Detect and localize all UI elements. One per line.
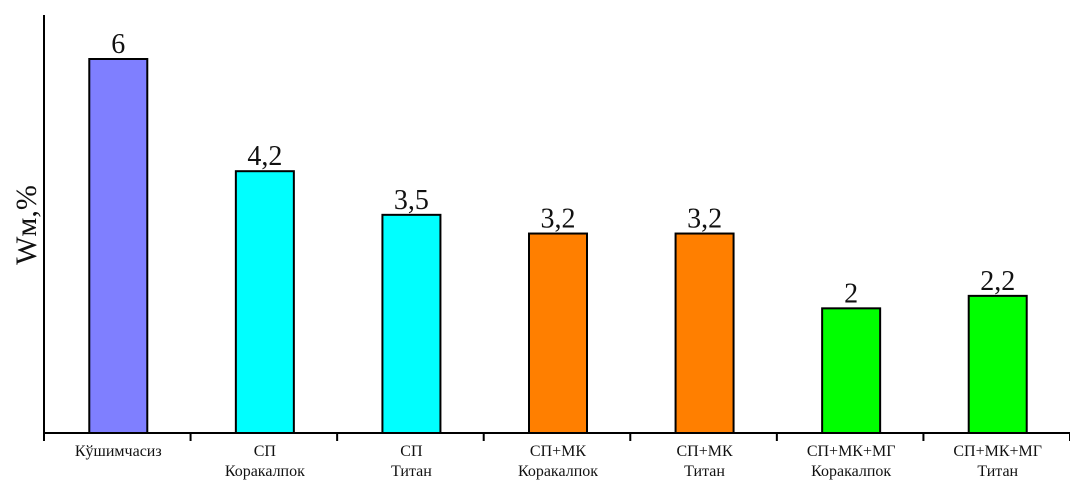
value-label: 3,2	[541, 204, 576, 235]
x-tick-label: Коракалпок	[225, 463, 305, 480]
bar	[674, 232, 735, 434]
value-label: 3,5	[394, 185, 429, 216]
x-tick-label: Титан	[391, 463, 432, 480]
x-tick-label: Коракалпок	[811, 463, 891, 480]
value-label: 6	[111, 29, 125, 60]
x-tick-label: Коракалпок	[518, 463, 598, 480]
x-tick-label: СП	[254, 443, 277, 460]
bar	[967, 294, 1028, 434]
x-tick-label: СП+МК	[676, 443, 732, 460]
bar	[88, 58, 149, 434]
value-label: 3,2	[687, 204, 722, 235]
x-tick-label: СП	[400, 443, 423, 460]
x-tick-label: Титан	[684, 463, 725, 480]
bar	[381, 213, 442, 434]
value-label: 4,2	[247, 141, 282, 172]
x-tick-labels-group: Кўшимчасиз СП Коракалпок СП Титан СП+МК Корака…	[75, 443, 1042, 480]
value-label: 2	[844, 278, 858, 309]
x-tick-label: СП+МК+МГ	[953, 443, 1042, 460]
x-tick-label: Титан	[977, 463, 1018, 480]
bar	[528, 232, 588, 434]
x-tick-label: СП+МК	[530, 443, 586, 460]
x-tick-label: СП+МК+МГ	[807, 443, 896, 460]
x-tick-label: Кўшимчасиз	[75, 443, 162, 460]
value-labels-group: 6 4,2 3,5 3,2 3,2 2 2,2	[111, 29, 1015, 309]
bar	[821, 307, 882, 435]
y-axis-label: Wм,%	[10, 185, 43, 265]
value-label: 2,2	[980, 266, 1015, 297]
bar	[234, 170, 295, 434]
bars-group	[88, 58, 1028, 435]
